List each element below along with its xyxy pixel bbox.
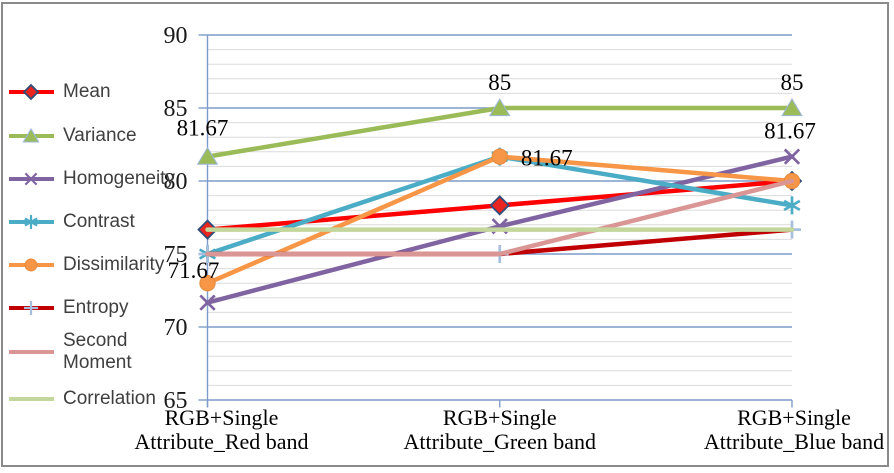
data-labels: 81.67 85 85 71.67 81.67 81.67 [168,70,816,283]
legend: Mean Variance Homogeneity Contrast Dissimila… [8,0,175,473]
x-axis-category-label: RGB+Single Attribute_Red band [82,406,362,454]
series-second-moment [205,178,795,257]
legend-label-contrast: Contrast [63,211,135,232]
x-axis-category-label-line: Attribute_Blue band [703,429,885,454]
x-axis-category-label-line: Attribute_Green band [403,429,596,454]
y-axis-tick-label: 65 [164,388,188,414]
y-axis-tick-label: 85 [164,96,188,122]
legend-label-correlation: Correlation [63,388,156,409]
y-axis-tick-label: 90 [164,23,188,49]
data-label: 85 [488,70,511,95]
legend-marker-correlation-icon [9,397,54,401]
legend-marker-second-moment-icon [9,350,54,354]
data-label: 81.67 [764,119,816,144]
legend-marker-homogeneity-icon [9,172,54,186]
series-dissimilarity [199,148,801,292]
data-label: 81.67 [521,146,573,171]
legend-marker-entropy-icon [9,301,54,315]
legend-label-mean: Mean [63,81,111,102]
data-label: 81.67 [177,116,229,141]
x-axis-category-label: RGB+Single Attribute_Blue band [654,406,894,454]
legend-label-second-moment: Second Moment [63,330,132,373]
legend-item-mean: Mean [8,80,111,104]
x-axis-category-label-line: RGB+Single [737,405,851,430]
legend-marker-variance-icon [9,128,54,143]
legend-item-second-moment: Second Moment [8,330,132,373]
legend-label-homogeneity: Homogeneity [63,168,175,189]
x-axis-category-label-line: RGB+Single [164,405,279,430]
legend-label-dissimilarity: Dissimilarity [63,254,165,275]
y-axis-tick-label: 80 [164,169,188,195]
legend-item-dissimilarity: Dissimilarity [8,253,164,277]
legend-item-correlation: Correlation [8,387,156,411]
legend-marker-dissimilarity-icon [9,258,54,272]
y-axis-tick-label: 75 [164,242,188,268]
x-axis-category-label: RGB+Single Attribute_Green band [360,406,640,454]
legend-item-contrast: Contrast [8,210,135,234]
series-variance [196,98,803,165]
chart-border [1,2,889,467]
legend-label-entropy: Entropy [63,297,129,318]
legend-marker-mean-icon [9,83,54,101]
data-label: 85 [781,70,804,95]
x-axis-category-label-line: RGB+Single [442,405,557,430]
legend-item-entropy: Entropy [8,296,128,320]
y-axis-tick-label: 70 [164,315,188,341]
legend-item-homogeneity: Homogeneity [8,167,175,191]
y-axis-labels: 90 85 80 75 70 65 [164,23,188,414]
legend-marker-contrast-icon [9,215,54,229]
legend-label-variance: Variance [63,125,137,146]
legend-item-variance: Variance [8,124,137,148]
data-label: 71.67 [168,258,220,283]
x-axis-category-label-line: Attribute_Red band [134,429,309,454]
